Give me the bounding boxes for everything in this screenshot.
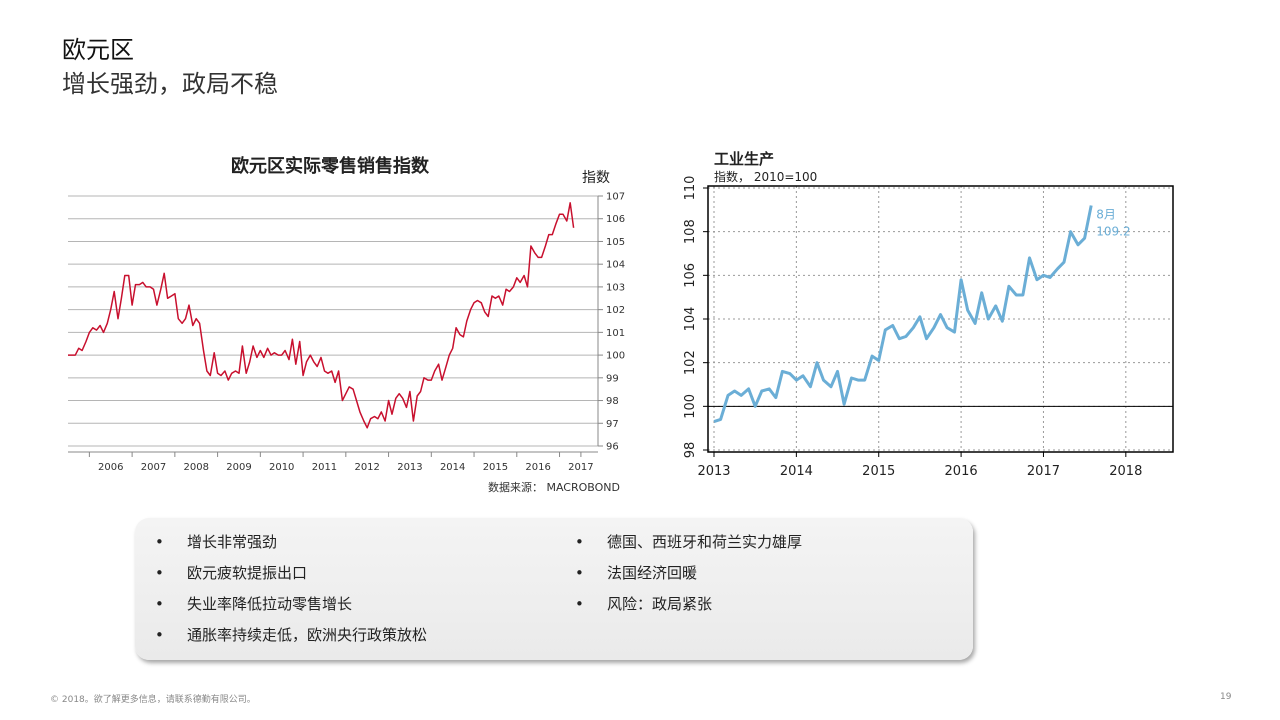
bullet-item: • 增长非常强劲 <box>155 533 278 551</box>
annotation-month: 8月 <box>1096 207 1116 221</box>
y-tick-label: 97 <box>606 419 619 430</box>
x-tick-label: 2013 <box>697 464 730 479</box>
data-source: 数据来源： MACROBOND <box>488 480 620 494</box>
y-tick-label: 98 <box>606 396 619 407</box>
bullet-item: • 通胀率持续走低，欧洲央行政策放松 <box>155 626 428 644</box>
copyright-notice: © 2018。欲了解更多信息，请联系德勤有限公司。 <box>50 695 256 705</box>
x-tick-label: 2011 <box>312 462 337 473</box>
series-line-industrial-production <box>713 205 1093 424</box>
x-tick-label: 2014 <box>440 462 465 473</box>
bullet-marker: • <box>575 564 584 582</box>
bullet-item: • 失业率降低拉动零售增长 <box>155 595 353 613</box>
x-tick-label: 2015 <box>483 462 508 473</box>
x-tick-label: 2009 <box>226 462 251 473</box>
y-tick-label: 110 <box>683 176 698 201</box>
bullet-marker: • <box>575 595 584 613</box>
bullet-marker: • <box>155 533 164 551</box>
bullet-marker: • <box>155 595 164 613</box>
y-tick-label: 104 <box>606 260 625 271</box>
x-tick-label: 2007 <box>141 462 166 473</box>
y-tick-label: 108 <box>683 219 698 244</box>
x-tick-label: 2008 <box>183 462 208 473</box>
bullet-list-left: • 增长非常强劲 • 欧元疲软提振出口 • 失业率降低拉动零售增长 • 通胀率持续走低，… <box>155 532 427 656</box>
bullet-marker: • <box>155 626 164 644</box>
x-tick-label: 2010 <box>269 462 294 473</box>
chart-title: 工业生产 <box>714 150 774 168</box>
bullet-marker: • <box>575 533 584 551</box>
bullet-item: • 法国经济回暖 <box>575 564 698 582</box>
x-tick-label: 2012 <box>354 462 379 473</box>
x-tick-label: 2017 <box>568 462 593 473</box>
page-title: 欧元区 <box>62 36 134 64</box>
x-tick-label: 2016 <box>945 464 978 479</box>
y-tick-label: 103 <box>606 282 625 293</box>
y-tick-label: 106 <box>683 263 698 288</box>
page-number: 19 <box>1220 692 1232 702</box>
y-tick-label: 104 <box>683 307 698 332</box>
y-tick-label: 99 <box>606 373 619 384</box>
x-tick-label: 2016 <box>525 462 550 473</box>
page-subtitle: 增长强劲，政局不稳 <box>62 70 278 98</box>
bullet-item: • 风险：政局紧张 <box>575 595 713 613</box>
x-tick-label: 2013 <box>397 462 422 473</box>
annotation-value: 109.2 <box>1096 224 1130 238</box>
y-tick-label: 102 <box>683 350 698 375</box>
y-tick-label: 107 <box>606 192 625 203</box>
x-tick-label: 2017 <box>1027 464 1060 479</box>
y-axis-label: 指数， 2010=100 <box>714 169 817 184</box>
y-tick-label: 102 <box>606 305 625 316</box>
bullet-item: • 欧元疲软提振出口 <box>155 564 308 582</box>
y-tick-label: 96 <box>606 442 619 453</box>
x-tick-label: 2006 <box>98 462 123 473</box>
y-tick-label: 101 <box>606 328 625 339</box>
bullet-marker: • <box>155 564 164 582</box>
y-tick-label: 105 <box>606 237 625 248</box>
y-axis-label: 指数 <box>582 170 610 186</box>
bullet-item: • 德国、西班牙和荷兰实力雄厚 <box>575 533 803 551</box>
chart-title: 欧元区实际零售销售指数 <box>231 155 430 177</box>
key-points-panel: • 增长非常强劲 • 欧元疲软提振出口 • 失业率降低拉动零售增长 • 通胀率持续走低，… <box>135 518 973 660</box>
x-tick-label: 2015 <box>862 464 895 479</box>
plot-frame <box>707 185 1174 453</box>
y-tick-label: 106 <box>606 214 625 225</box>
x-tick-label: 2018 <box>1109 464 1142 479</box>
y-tick-label: 98 <box>683 442 698 459</box>
y-tick-label: 100 <box>683 394 698 419</box>
series-line-retail-sales <box>68 202 575 429</box>
y-tick-label: 100 <box>606 351 625 362</box>
bullet-list-right: • 德国、西班牙和荷兰实力雄厚 • 法国经济回暖 • 风险：政局紧张 <box>575 532 802 625</box>
x-tick-label: 2014 <box>780 464 813 479</box>
